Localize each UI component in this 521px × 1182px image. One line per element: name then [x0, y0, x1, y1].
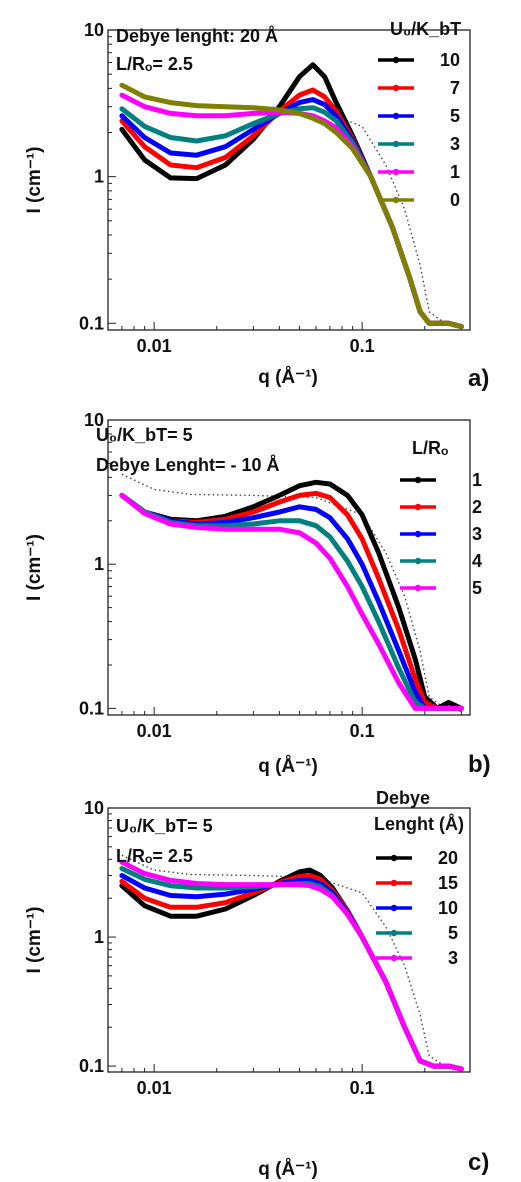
x-axis-title: q (Å⁻¹)	[258, 756, 318, 777]
x-axis-title: q (Å⁻¹)	[258, 367, 318, 388]
annotation: Debye lenght: 20 Å	[116, 26, 278, 46]
y-tick-label: 0.1	[79, 1056, 104, 1076]
legend-marker-5	[392, 112, 400, 120]
y-tick-label: 1	[94, 927, 104, 947]
legend-label-5: 5	[450, 106, 460, 126]
legend-label-0: 0	[450, 190, 460, 210]
x-tick-label: 0.1	[350, 1078, 375, 1098]
reference-curve	[121, 854, 462, 1070]
x-tick-label: 0.01	[137, 1078, 172, 1098]
legend-marker-3	[392, 140, 400, 148]
y-tick-label: 0.1	[79, 698, 104, 718]
plot-frame	[107, 29, 471, 331]
x-axis-title: q (Å⁻¹)	[258, 1159, 318, 1180]
y-tick-label: 10	[84, 410, 104, 430]
y-tick-label: 10	[84, 20, 104, 40]
annotation: L/Rₒ= 2.5	[116, 846, 193, 866]
legend-label-1: 1	[450, 162, 460, 182]
y-tick-label: 1	[94, 167, 104, 187]
y-tick-label: 1	[94, 554, 104, 574]
legend-label-10: 10	[440, 50, 460, 70]
legend-marker-0	[392, 196, 400, 204]
plot-frame	[107, 419, 471, 716]
legend-label-3: 3	[448, 948, 458, 968]
y-axis-title: I (cm⁻¹)	[24, 146, 45, 213]
chart-panel-3: 0.01 0.1 0.1 1 10 q (Å⁻¹) I (cm⁻¹) U₀/K_bT= 5 L/…	[24, 788, 489, 1180]
legend-marker-1	[414, 476, 422, 484]
y-axis-title: I (cm⁻¹)	[24, 534, 45, 601]
y-tick-label: 10	[84, 798, 104, 818]
x-tick-label: 0.1	[350, 721, 375, 741]
annotation: U₀/K_bT= 5	[96, 425, 193, 445]
x-tick-label: 0.01	[137, 336, 172, 356]
plot-frame	[107, 807, 471, 1073]
legend-title: L/Rₒ	[412, 438, 448, 458]
legend-label-5: 5	[472, 578, 482, 598]
legend-label-2: 2	[472, 497, 482, 517]
series-line-5	[119, 97, 464, 330]
reference-curve	[121, 84, 462, 328]
legend-marker-3	[390, 954, 398, 962]
legend-marker-2	[414, 503, 422, 511]
annotation: U₀/K_bT= 5	[116, 816, 213, 836]
legend-marker-20	[390, 854, 398, 862]
legend-marker-5	[390, 929, 398, 937]
legend-label-10: 10	[438, 898, 458, 918]
legend-title: U₀/K_bT	[390, 19, 461, 39]
series-line-3	[119, 859, 464, 1072]
legend-label-20: 20	[438, 848, 458, 868]
annotation: L/Rₒ= 2.5	[116, 54, 193, 74]
panel-label: b)	[468, 751, 491, 778]
legend-marker-5	[414, 584, 422, 592]
legend-title: Debye	[376, 788, 430, 808]
legend-label-1: 1	[472, 470, 482, 490]
x-tick-label: 0.1	[350, 336, 375, 356]
series-line-1	[119, 92, 464, 330]
legend-label-3: 3	[450, 134, 460, 154]
series-line-7	[119, 87, 464, 330]
legend-label-15: 15	[438, 873, 458, 893]
chart-panel-2: 0.01 0.1 0.1 1 10 q (Å⁻¹) I (cm⁻¹) U₀/K_bT= 5 De…	[24, 410, 491, 778]
legend-marker-10	[392, 56, 400, 64]
legend-marker-7	[392, 84, 400, 92]
legend-label-7: 7	[450, 78, 460, 98]
legend-marker-10	[390, 904, 398, 912]
reference-curve	[121, 473, 462, 713]
panel-label: a)	[468, 365, 489, 392]
legend-marker-4	[414, 557, 422, 565]
panel-label: c)	[468, 1149, 489, 1176]
legend-title: Lenght (Å)	[374, 814, 464, 834]
series-line-3	[119, 105, 464, 330]
legend-label-3: 3	[472, 524, 482, 544]
series-line-5	[119, 492, 464, 711]
legend-marker-3	[414, 530, 422, 538]
legend-marker-15	[390, 879, 398, 887]
y-tick-label: 0.1	[79, 313, 104, 333]
legend-label-5: 5	[448, 923, 458, 943]
annotation: Debye Lenght= - 10 Å	[96, 455, 280, 475]
legend-marker-1	[392, 168, 400, 176]
series-line-0	[119, 82, 464, 330]
series-line-3	[119, 492, 464, 711]
y-axis-title: I (cm⁻¹)	[24, 906, 45, 973]
x-tick-label: 0.01	[137, 721, 172, 741]
legend-label-4: 4	[472, 551, 482, 571]
